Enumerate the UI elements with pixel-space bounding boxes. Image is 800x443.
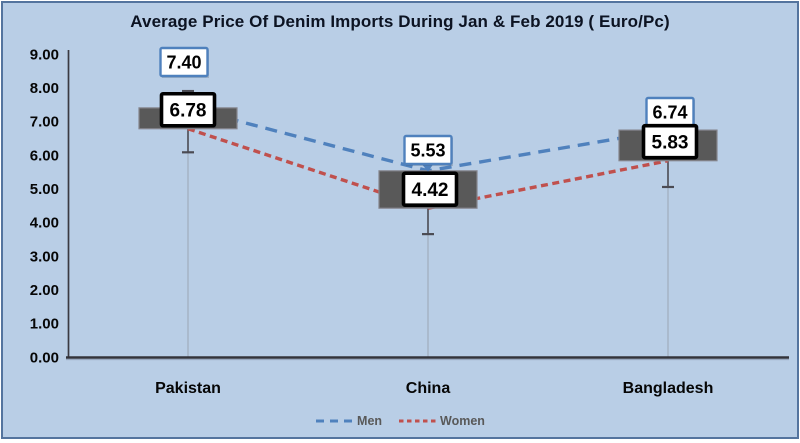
men-data-label: 5.53 — [410, 140, 445, 160]
category-label: Bangladesh — [623, 380, 714, 397]
y-tick-label: 2.00 — [30, 282, 59, 299]
legend-item-men: Men — [315, 414, 382, 428]
women-data-label: 5.83 — [652, 133, 689, 154]
plot-area: 9.00 8.00 7.00 6.00 5.00 4.00 3.00 2.00 1.00 0.00… — [3, 3, 800, 443]
legend-item-women: Women — [398, 414, 485, 428]
men-data-label: 7.40 — [166, 52, 201, 72]
y-tick-label: 0.00 — [30, 349, 59, 366]
legend-women-label: Women — [440, 414, 485, 428]
legend: Men Women — [3, 414, 797, 428]
y-tick-label: 5.00 — [30, 181, 59, 198]
y-tick-label: 3.00 — [30, 248, 59, 265]
y-tick-label: 6.00 — [30, 147, 59, 164]
y-tick-label: 8.00 — [30, 80, 59, 97]
men-data-label: 6.74 — [652, 102, 687, 122]
y-tick-label: 9.00 — [30, 46, 59, 63]
women-data-label: 6.78 — [170, 101, 207, 122]
legend-men-label: Men — [357, 414, 382, 428]
category-label: China — [406, 380, 451, 397]
y-tick-label: 1.00 — [30, 316, 59, 333]
y-tick-label: 7.00 — [30, 114, 59, 131]
women-dashed-line-swatch — [398, 417, 438, 425]
y-tick-label: 4.00 — [30, 215, 59, 232]
women-data-label: 4.42 — [412, 180, 449, 201]
category-label: Pakistan — [155, 380, 221, 397]
men-dashed-line-swatch — [315, 417, 355, 425]
